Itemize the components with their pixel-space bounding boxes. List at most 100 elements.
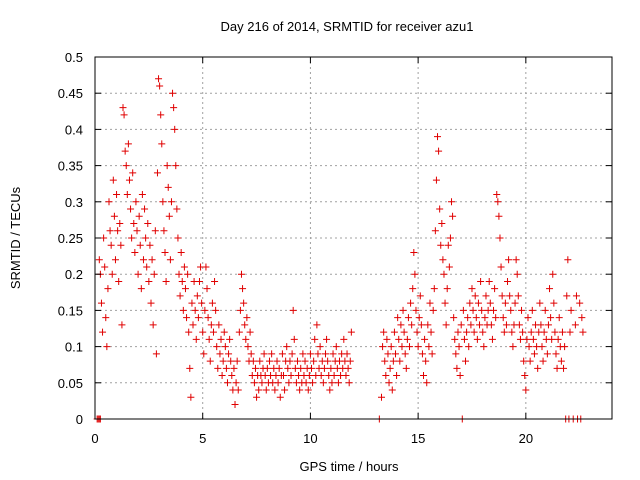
data-point	[173, 205, 181, 213]
y-tick-label: 0.2	[65, 267, 83, 282]
data-point	[180, 263, 188, 271]
data-point	[506, 292, 514, 300]
data-point	[146, 241, 154, 249]
data-point	[330, 372, 338, 380]
data-point	[278, 350, 286, 358]
data-point	[276, 393, 284, 401]
data-point	[302, 379, 310, 387]
data-point	[279, 372, 287, 380]
data-point	[199, 328, 207, 336]
data-point	[421, 335, 429, 343]
data-point	[97, 299, 105, 307]
data-point	[256, 357, 264, 365]
data-point	[468, 285, 476, 293]
data-point	[123, 191, 131, 199]
data-point	[326, 386, 334, 394]
data-point	[539, 357, 547, 365]
data-point	[560, 364, 568, 372]
data-point	[467, 321, 475, 329]
data-point	[550, 299, 558, 307]
data-point	[201, 306, 209, 314]
data-point	[132, 198, 140, 206]
data-point	[473, 335, 481, 343]
x-axis-label: GPS time / hours	[300, 459, 399, 474]
data-point	[247, 350, 255, 358]
data-point	[388, 386, 396, 394]
data-point	[131, 248, 139, 256]
data-point	[514, 292, 522, 300]
y-tick-label: 0.5	[65, 50, 83, 65]
data-point	[482, 292, 490, 300]
data-point	[228, 372, 236, 380]
data-point	[127, 205, 135, 213]
data-point	[217, 335, 225, 343]
data-point	[449, 212, 457, 220]
data-point	[414, 343, 422, 351]
data-point	[234, 386, 242, 394]
data-point	[187, 393, 195, 401]
data-point	[166, 256, 174, 264]
data-point	[456, 372, 464, 380]
data-point	[110, 212, 118, 220]
data-point	[186, 364, 194, 372]
x-tick-label: 15	[411, 431, 425, 446]
data-point	[208, 299, 216, 307]
data-point	[496, 234, 504, 242]
data-point	[225, 350, 233, 358]
data-point	[345, 379, 353, 387]
data-point	[525, 343, 533, 351]
data-point	[211, 277, 219, 285]
data-point	[415, 314, 423, 322]
data-point	[555, 314, 563, 322]
data-point	[139, 256, 147, 264]
data-point	[384, 350, 392, 358]
data-point	[446, 234, 454, 242]
data-point	[430, 285, 438, 293]
data-point	[386, 364, 394, 372]
data-point	[235, 328, 243, 336]
data-point	[185, 328, 193, 336]
data-point	[464, 314, 472, 322]
data-point	[561, 343, 569, 351]
data-point	[378, 393, 386, 401]
data-point	[478, 306, 486, 314]
data-point	[207, 321, 215, 329]
data-point	[151, 227, 159, 235]
data-point	[329, 350, 337, 358]
data-point	[117, 241, 125, 249]
data-point	[509, 343, 517, 351]
data-point	[200, 350, 208, 358]
data-point	[227, 357, 235, 365]
data-point	[105, 198, 113, 206]
data-point	[408, 321, 416, 329]
data-point	[101, 263, 109, 271]
data-point	[554, 335, 562, 343]
data-point	[527, 328, 535, 336]
data-point	[495, 212, 503, 220]
data-point	[389, 357, 397, 365]
data-point	[566, 328, 574, 336]
data-point	[498, 292, 506, 300]
data-point	[161, 248, 169, 256]
data-point	[191, 306, 199, 314]
data-point	[480, 343, 488, 351]
data-point	[436, 205, 444, 213]
data-point	[120, 111, 128, 119]
data-point	[299, 350, 307, 358]
data-point	[485, 277, 493, 285]
data-point	[392, 350, 400, 358]
data-point	[305, 372, 313, 380]
data-point	[382, 372, 390, 380]
data-point	[412, 306, 420, 314]
data-point	[448, 198, 456, 206]
data-point	[260, 350, 268, 358]
data-point	[183, 314, 191, 322]
data-point	[540, 328, 548, 336]
data-point	[463, 328, 471, 336]
data-point	[102, 314, 110, 322]
data-point	[413, 328, 421, 336]
data-point	[572, 292, 580, 300]
data-point	[172, 162, 180, 170]
data-point	[250, 379, 258, 387]
data-point	[158, 140, 166, 148]
